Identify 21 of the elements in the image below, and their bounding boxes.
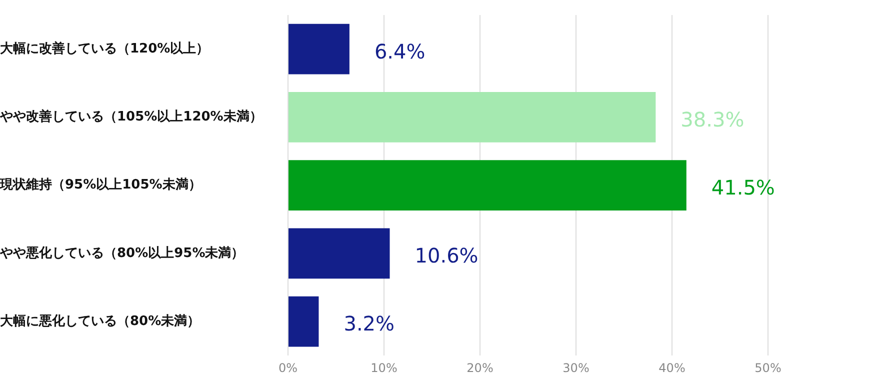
y-tick-label: やや悪化している（80%以上95%未満） bbox=[0, 246, 244, 261]
bar bbox=[288, 296, 319, 347]
bar bbox=[288, 160, 686, 211]
data-label: 38.3% bbox=[680, 107, 744, 132]
x-tick-label: 40% bbox=[658, 360, 686, 375]
bar bbox=[288, 228, 390, 279]
y-tick-label: やや改善している（105%以上120%未満） bbox=[0, 108, 262, 125]
x-tick-label: 50% bbox=[754, 360, 782, 375]
data-label: 41.5% bbox=[711, 176, 775, 200]
y-tick-label: 大幅に改善している（120%以上） bbox=[0, 40, 210, 56]
y-tick-label: 現状維持（95%以上105%未満） bbox=[0, 178, 202, 193]
x-tick-label: 0% bbox=[278, 360, 298, 375]
data-label: 3.2% bbox=[344, 312, 395, 336]
x-tick-label: 30% bbox=[562, 360, 590, 375]
bar bbox=[288, 24, 350, 74]
y-tick-label: 大幅に悪化している（80%未満） bbox=[0, 314, 200, 329]
data-label: 6.4% bbox=[374, 39, 426, 64]
bar bbox=[288, 92, 656, 142]
x-tick-label: 20% bbox=[466, 360, 494, 375]
data-label: 10.6% bbox=[414, 244, 478, 268]
x-tick-label: 10% bbox=[370, 360, 398, 375]
